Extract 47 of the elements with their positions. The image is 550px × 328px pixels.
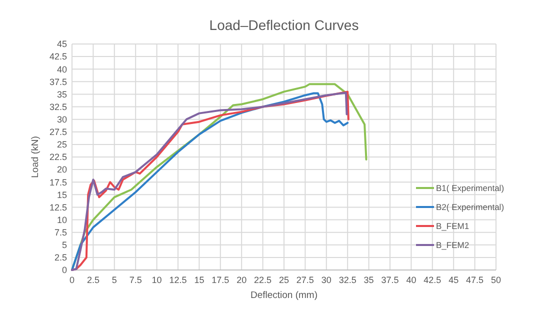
x-tick-label: 35 — [364, 275, 374, 285]
x-tick-label: 30 — [321, 275, 332, 285]
y-tick-label: 10 — [56, 214, 67, 225]
y-tick-label: 45 — [56, 39, 67, 50]
x-tick-label: 37.5 — [381, 275, 399, 285]
legend-label: B1( Experimental) — [436, 182, 504, 193]
y-tick-label: 2.5 — [54, 252, 67, 263]
x-tick-label: 5 — [112, 275, 117, 285]
y-tick-label: 37.5 — [49, 76, 67, 87]
chart-title: Load–Deflection Curves — [209, 17, 359, 33]
y-tick-label: 27.5 — [49, 127, 67, 138]
x-tick-label: 0 — [69, 275, 75, 285]
x-tick-label: 47.5 — [466, 275, 484, 285]
y-tick-label: 0 — [62, 265, 67, 276]
x-tick-label: 40 — [406, 275, 416, 285]
x-tick-label: 7.5 — [129, 275, 142, 285]
y-tick-label: 30 — [56, 114, 67, 124]
y-tick-label: 7.5 — [54, 227, 67, 238]
x-tick-label: 32.5 — [338, 275, 356, 285]
y-tick-label: 20 — [56, 164, 67, 175]
x-axis-title: Deflection (mm) — [250, 290, 318, 301]
legend-label: B_FEM2 — [436, 240, 470, 250]
y-tick-label: 32.5 — [49, 102, 67, 112]
y-tick-label: 5 — [62, 240, 67, 250]
x-tick-label: 22.5 — [254, 275, 272, 285]
x-tick-label: 45 — [448, 275, 459, 285]
x-tick-label: 17.5 — [212, 275, 230, 285]
x-tick-label: 10 — [152, 275, 162, 285]
y-tick-label: 22.5 — [49, 152, 67, 162]
y-axis-title: Load (kN) — [30, 136, 41, 178]
y-tick-label: 40 — [56, 64, 67, 74]
y-tick-label: 25 — [56, 140, 67, 150]
y-tick-label: 15 — [56, 190, 67, 200]
legend-label: B2( Experimental) — [436, 202, 504, 212]
x-tick-label: 12.5 — [169, 275, 187, 285]
x-tick-label: 27.5 — [296, 275, 314, 285]
y-tick-label: 17.5 — [49, 177, 67, 188]
x-tick-label: 2.5 — [86, 275, 100, 285]
y-tick-label: 35 — [56, 89, 67, 100]
y-tick-label: 42.5 — [49, 52, 67, 62]
x-tick-label: 15 — [194, 275, 204, 285]
x-tick-label: 20 — [236, 275, 247, 285]
x-tick-label: 50 — [490, 275, 502, 285]
y-tick-label: 12.5 — [49, 202, 67, 212]
legend-label: B_FEM1 — [436, 220, 470, 231]
x-tick-label: 25 — [278, 275, 290, 285]
x-tick-label: 42.5 — [424, 275, 442, 285]
